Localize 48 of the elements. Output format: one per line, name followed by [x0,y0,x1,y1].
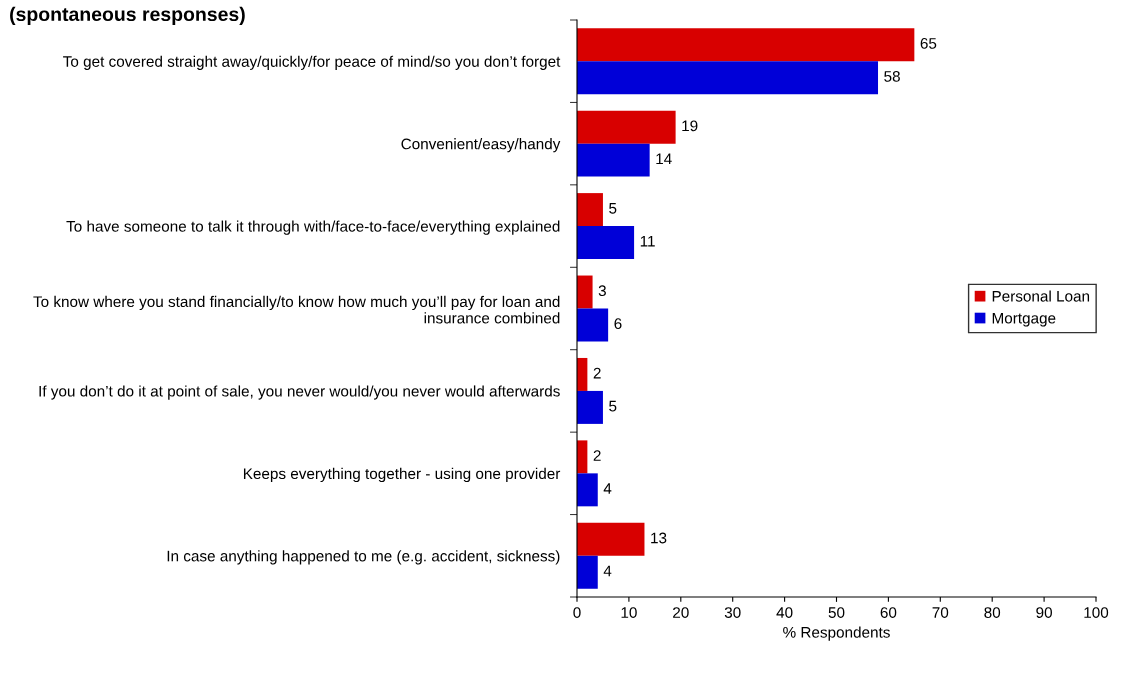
y-tick-label: To know where you stand financially/to know how much you’ll pay for loan and insurance combined [33,295,560,324]
data-label: 11 [640,236,655,247]
bar [577,28,915,62]
data-label: 4 [603,483,612,494]
text: (spontaneous responses) [10,6,245,25]
data-label: 19 [682,120,698,132]
bar [577,193,603,227]
bar [577,110,676,144]
x-tick-label: 0 [573,607,581,618]
x-tick-label: 100 [1084,607,1109,618]
x-tick-label: 10 [621,607,637,618]
x-tick-label: 90 [1036,607,1052,618]
y-tick-label: Keeps everything together - using one provider [243,467,561,483]
y-tick-label: To have someone to talk it through with/face-to-face/everything explained [66,220,560,235]
x-tick-label: 30 [724,607,741,618]
bar [577,390,603,424]
data-label: 6 [614,318,622,330]
data-label: 58 [884,70,900,82]
x-tick-label: 40 [776,607,793,618]
x-tick-label: 70 [932,607,949,618]
x-tick-label: 80 [984,607,1001,618]
data-label: 13 [651,532,667,544]
x-tick-label: 20 [673,607,689,618]
data-label: 5 [609,203,617,214]
bar [577,555,598,589]
x-tick-label: 60 [880,607,897,618]
legend-label: Personal Loan [992,290,1090,302]
bar [577,275,593,309]
bar [577,308,609,342]
data-label: 5 [609,400,617,412]
bar [577,473,598,507]
x-axis-title: % Respondents [783,626,890,641]
data-label: 14 [656,153,672,165]
legend-label: Mortgage [992,312,1056,327]
y-tick-label: If you don’t do it at point of sale, you never would/you never would afterwards [39,385,560,400]
x-tick-label: 50 [828,607,845,618]
bar [577,226,635,260]
data-label: 3 [598,285,606,297]
data-label: 65 [920,38,937,49]
y-tick-label: To get covered straight away/quickly/for peace of mind/so you don’t forget [63,55,561,70]
data-label: 2 [593,450,601,461]
data-label: 2 [593,367,601,379]
y-tick-label: In case anything happened to me (e.g. accident, sickness) [167,550,560,565]
data-label: 4 [603,565,612,577]
y-tick-label: Convenient/easy/handy [401,138,561,153]
bar [577,61,879,95]
bar [577,143,650,177]
bar [577,522,645,556]
